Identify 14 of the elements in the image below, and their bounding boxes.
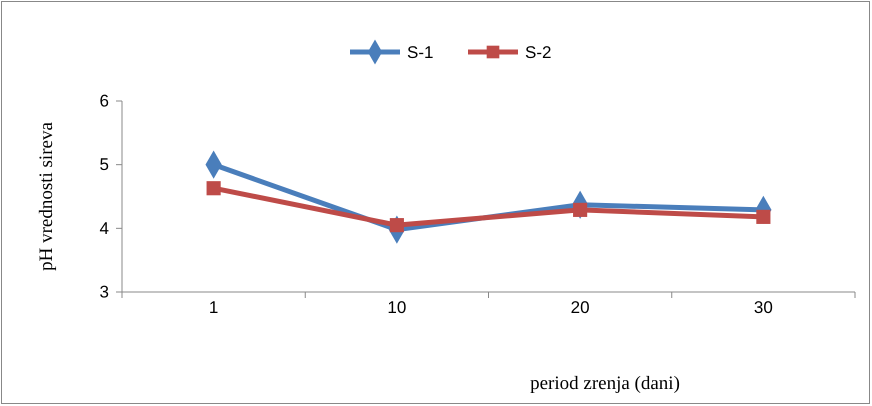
x-axis-title: period zrenja (dani): [530, 373, 680, 394]
x-tick-label: 10: [387, 298, 406, 317]
legend-label: S-2: [525, 43, 552, 62]
x-tick-label: 20: [570, 298, 590, 317]
point: [573, 202, 588, 217]
legend-label: S-1: [407, 43, 434, 62]
x-tick-label: 30: [754, 298, 773, 317]
y-tick-label: 3: [100, 282, 109, 302]
y-tick-label: 4: [100, 218, 109, 238]
point: [206, 181, 221, 196]
x-tick-label: 1: [208, 298, 218, 317]
y-tick-label: 5: [100, 155, 109, 174]
y-axis-title: pH vrednosti sireva: [36, 122, 57, 271]
y-tick-label: 6: [100, 91, 109, 110]
